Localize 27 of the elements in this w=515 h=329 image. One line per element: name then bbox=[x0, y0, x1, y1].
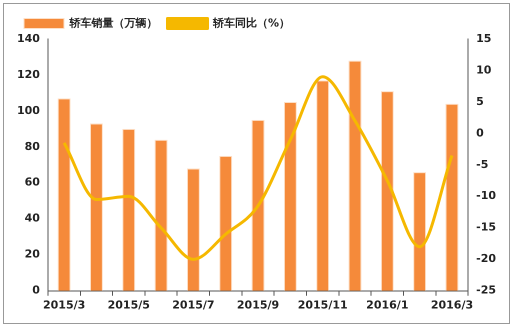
x-tick-label: 2015/3 bbox=[42, 298, 86, 312]
y2-tick-label: -5 bbox=[476, 158, 488, 171]
y2-tick-label: -20 bbox=[476, 252, 496, 266]
y-tick-label: 60 bbox=[24, 176, 40, 189]
y2-tick-label: 0 bbox=[476, 126, 484, 140]
x-tick-label: 2016/3 bbox=[430, 298, 474, 312]
x-tick-label: 2015/7 bbox=[172, 298, 215, 312]
legend-label: 轿车同比（%） bbox=[212, 16, 290, 30]
y2-tick-label: 15 bbox=[476, 32, 492, 45]
x-tick-label: 2016/1 bbox=[366, 298, 408, 312]
y-tick-label: 100 bbox=[16, 104, 40, 117]
x-tick-label: 2015/5 bbox=[108, 298, 150, 312]
y2-tick-label: -15 bbox=[476, 220, 496, 234]
y-tick-label: 140 bbox=[16, 32, 40, 45]
y-tick-label: 40 bbox=[24, 212, 40, 225]
y-tick-label: 0 bbox=[32, 284, 40, 297]
legend-label: 轿车销量（万辆） bbox=[68, 16, 158, 30]
y2-tick-label: -25 bbox=[476, 284, 496, 297]
x-tick-label: 2015/11 bbox=[298, 298, 348, 312]
x-tick-label: 2015/9 bbox=[236, 298, 280, 312]
y-tick-label: 20 bbox=[24, 248, 40, 261]
y2-tick-label: -10 bbox=[476, 189, 496, 202]
y-tick-label: 120 bbox=[16, 68, 40, 81]
y-tick-label: 80 bbox=[24, 140, 40, 153]
line-series bbox=[62, 75, 454, 261]
y2-tick-label: 10 bbox=[476, 63, 492, 76]
y2-tick-label: 5 bbox=[476, 94, 484, 108]
